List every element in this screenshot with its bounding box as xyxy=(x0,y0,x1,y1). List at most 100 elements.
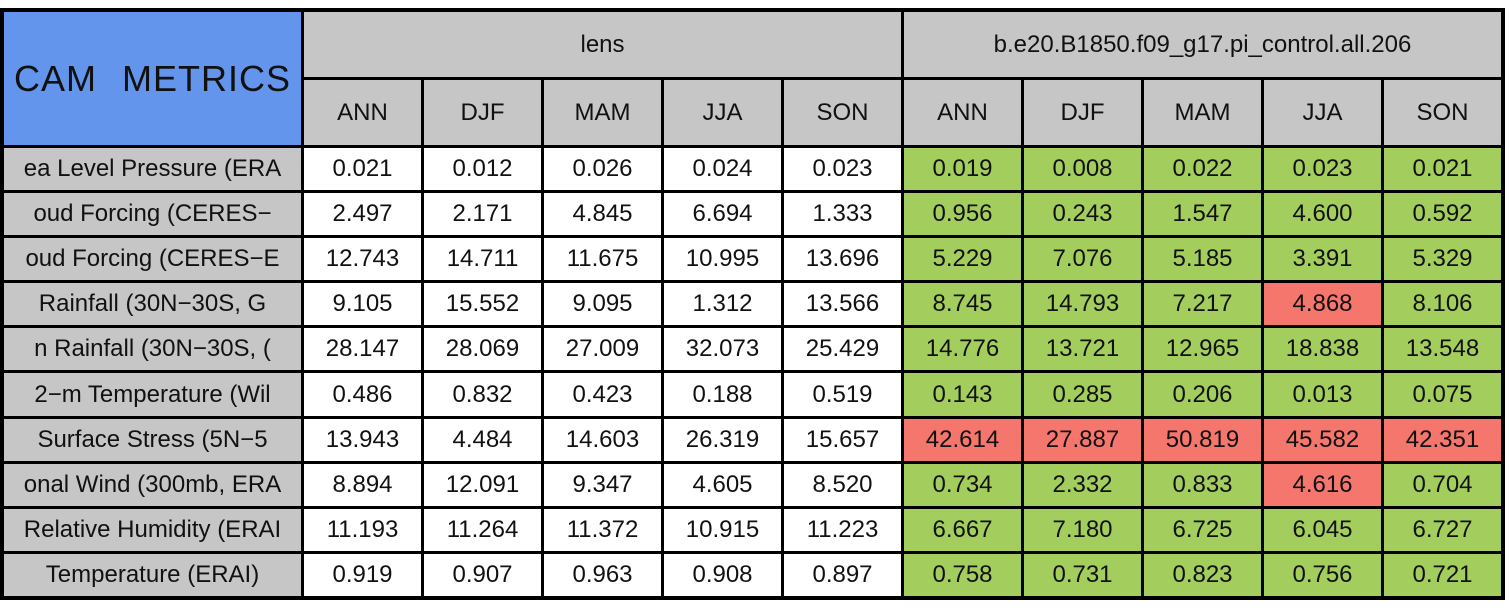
lens-value-cell: 4.845 xyxy=(544,193,661,236)
control-value-cell: 0.022 xyxy=(1144,148,1261,191)
control-value-cell: 7.180 xyxy=(1024,508,1141,551)
lens-value-cell: 28.147 xyxy=(304,328,421,371)
control-value-cell: 0.285 xyxy=(1024,373,1141,416)
lens-value-cell: 0.963 xyxy=(544,553,661,596)
lens-value-cell: 0.023 xyxy=(784,148,901,191)
lens-value-cell: 1.333 xyxy=(784,193,901,236)
control-value-cell: 4.868 xyxy=(1264,283,1381,326)
control-value-cell: 42.614 xyxy=(904,418,1021,461)
lens-value-cell: 13.943 xyxy=(304,418,421,461)
lens-value-cell: 0.907 xyxy=(424,553,541,596)
metric-row-label: Surface Stress (5N−5 xyxy=(4,418,301,461)
lens-value-cell: 6.694 xyxy=(664,193,781,236)
metric-row-label: onal Wind (300mb, ERA xyxy=(4,463,301,506)
control-value-cell: 0.758 xyxy=(904,553,1021,596)
control-value-cell: 0.206 xyxy=(1144,373,1261,416)
control-value-cell: 0.075 xyxy=(1384,373,1501,416)
lens-value-cell: 0.832 xyxy=(424,373,541,416)
control-value-cell: 0.243 xyxy=(1024,193,1141,236)
control-value-cell: 0.143 xyxy=(904,373,1021,416)
season-header-lens-mam: MAM xyxy=(544,80,661,145)
control-value-cell: 1.547 xyxy=(1144,193,1261,236)
lens-value-cell: 10.915 xyxy=(664,508,781,551)
lens-value-cell: 4.484 xyxy=(424,418,541,461)
lens-value-cell: 0.423 xyxy=(544,373,661,416)
lens-value-cell: 14.603 xyxy=(544,418,661,461)
season-header-control-mam: MAM xyxy=(1144,80,1261,145)
season-header-control-jja: JJA xyxy=(1264,80,1381,145)
control-value-cell: 0.833 xyxy=(1144,463,1261,506)
lens-value-cell: 15.657 xyxy=(784,418,901,461)
season-header-lens-ann: ANN xyxy=(304,80,421,145)
lens-value-cell: 0.188 xyxy=(664,373,781,416)
metric-row-label: oud Forcing (CERES−E xyxy=(4,238,301,281)
lens-value-cell: 11.675 xyxy=(544,238,661,281)
lens-value-cell: 11.223 xyxy=(784,508,901,551)
lens-value-cell: 0.024 xyxy=(664,148,781,191)
control-value-cell: 0.008 xyxy=(1024,148,1141,191)
lens-value-cell: 11.372 xyxy=(544,508,661,551)
lens-value-cell: 10.995 xyxy=(664,238,781,281)
lens-value-cell: 4.605 xyxy=(664,463,781,506)
control-value-cell: 12.965 xyxy=(1144,328,1261,371)
lens-value-cell: 8.520 xyxy=(784,463,901,506)
metric-row-label: ea Level Pressure (ERA xyxy=(4,148,301,191)
control-value-cell: 13.721 xyxy=(1024,328,1141,371)
lens-value-cell: 27.009 xyxy=(544,328,661,371)
control-value-cell: 0.021 xyxy=(1384,148,1501,191)
control-value-cell: 4.600 xyxy=(1264,193,1381,236)
control-value-cell: 0.731 xyxy=(1024,553,1141,596)
lens-value-cell: 0.026 xyxy=(544,148,661,191)
lens-value-cell: 1.312 xyxy=(664,283,781,326)
lens-value-cell: 12.091 xyxy=(424,463,541,506)
control-value-cell: 7.217 xyxy=(1144,283,1261,326)
control-value-cell: 5.185 xyxy=(1144,238,1261,281)
control-value-cell: 0.592 xyxy=(1384,193,1501,236)
metric-row-label: Relative Humidity (ERAI xyxy=(4,508,301,551)
control-value-cell: 0.019 xyxy=(904,148,1021,191)
control-value-cell: 5.329 xyxy=(1384,238,1501,281)
metric-row-label: Temperature (ERAI) xyxy=(4,553,301,596)
lens-value-cell: 8.894 xyxy=(304,463,421,506)
lens-value-cell: 9.347 xyxy=(544,463,661,506)
metric-row-label: n Rainfall (30N−30S, ( xyxy=(4,328,301,371)
metric-row-label: Rainfall (30N−30S, G xyxy=(4,283,301,326)
lens-value-cell: 26.319 xyxy=(664,418,781,461)
control-value-cell: 7.076 xyxy=(1024,238,1141,281)
control-value-cell: 6.045 xyxy=(1264,508,1381,551)
cam-metrics-table: CAM METRICS lens b.e20.B1850.f09_g17.pi_… xyxy=(0,8,1505,600)
lens-value-cell: 13.696 xyxy=(784,238,901,281)
control-value-cell: 0.956 xyxy=(904,193,1021,236)
control-value-cell: 0.823 xyxy=(1144,553,1261,596)
control-value-cell: 0.756 xyxy=(1264,553,1381,596)
control-value-cell: 14.793 xyxy=(1024,283,1141,326)
lens-value-cell: 0.519 xyxy=(784,373,901,416)
lens-value-cell: 11.264 xyxy=(424,508,541,551)
group-header-control-run: b.e20.B1850.f09_g17.pi_control.all.206 xyxy=(904,12,1501,77)
control-value-cell: 6.667 xyxy=(904,508,1021,551)
control-value-cell: 14.776 xyxy=(904,328,1021,371)
lens-value-cell: 0.486 xyxy=(304,373,421,416)
control-value-cell: 50.819 xyxy=(1144,418,1261,461)
season-header-control-son: SON xyxy=(1384,80,1501,145)
lens-value-cell: 25.429 xyxy=(784,328,901,371)
lens-value-cell: 2.497 xyxy=(304,193,421,236)
control-value-cell: 0.734 xyxy=(904,463,1021,506)
lens-value-cell: 11.193 xyxy=(304,508,421,551)
lens-value-cell: 9.105 xyxy=(304,283,421,326)
lens-value-cell: 0.908 xyxy=(664,553,781,596)
metric-row-label: oud Forcing (CERES− xyxy=(4,193,301,236)
control-value-cell: 0.704 xyxy=(1384,463,1501,506)
control-value-cell: 5.229 xyxy=(904,238,1021,281)
lens-value-cell: 15.552 xyxy=(424,283,541,326)
season-header-lens-jja: JJA xyxy=(664,80,781,145)
season-header-lens-djf: DJF xyxy=(424,80,541,145)
lens-value-cell: 0.919 xyxy=(304,553,421,596)
season-header-lens-son: SON xyxy=(784,80,901,145)
control-value-cell: 42.351 xyxy=(1384,418,1501,461)
lens-value-cell: 9.095 xyxy=(544,283,661,326)
season-header-control-djf: DJF xyxy=(1024,80,1141,145)
lens-value-cell: 14.711 xyxy=(424,238,541,281)
control-value-cell: 6.727 xyxy=(1384,508,1501,551)
